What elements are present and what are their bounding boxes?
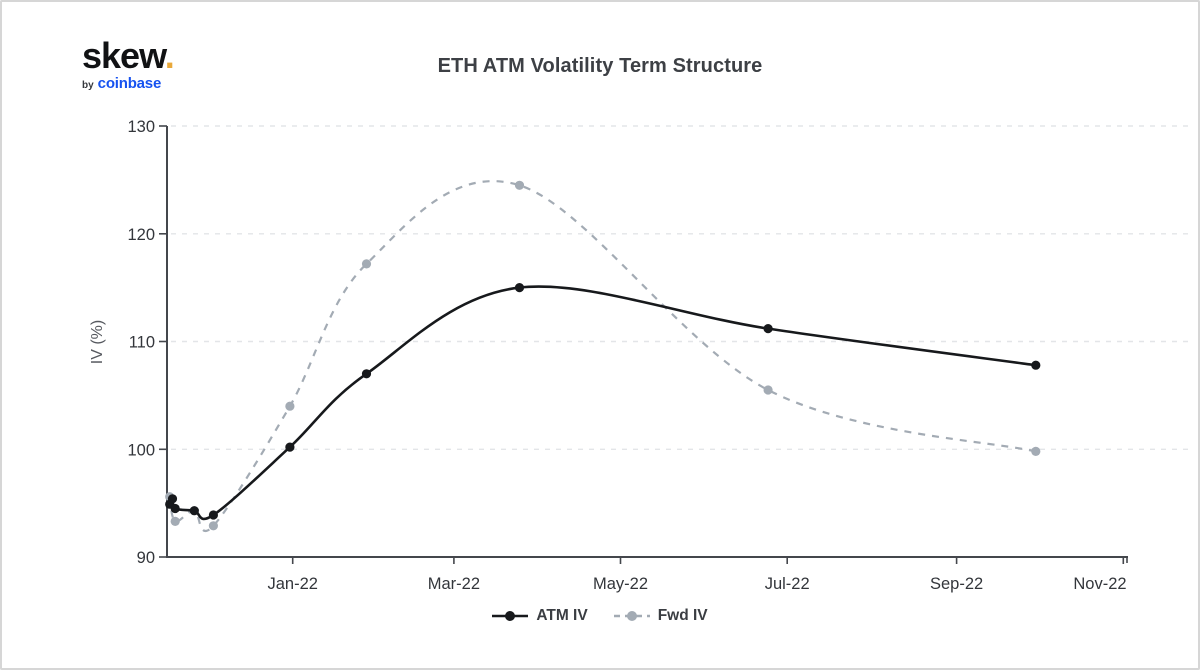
data-point xyxy=(361,259,372,269)
x-axis-ticks: Jan-22 Mar-22 May-22 Jul-22 Sep-22 Nov-22 xyxy=(267,558,1127,593)
page-title: ETH ATM Volatility Term Structure xyxy=(437,55,763,77)
data-point xyxy=(208,510,218,520)
y-tick-label: 120 xyxy=(127,226,155,244)
legend-item-atm-iv[interactable]: ATM IV xyxy=(492,607,588,625)
legend-item-fwd-iv[interactable]: Fwd IV xyxy=(613,607,708,625)
chart-legend: ATM IV Fwd IV xyxy=(2,607,1198,625)
data-point xyxy=(514,283,525,293)
x-tick-label: Nov-22 xyxy=(1073,575,1126,593)
skew-coinbase-logo[interactable]: skew. by coinbase xyxy=(82,35,175,92)
data-point xyxy=(285,442,295,452)
atm-iv-legend-marker-icon xyxy=(492,611,529,621)
data-point xyxy=(514,180,525,190)
data-point xyxy=(763,385,773,395)
x-tick-label: Mar-22 xyxy=(428,575,480,593)
y-tick-label: 90 xyxy=(137,549,155,567)
legend-label-atm-iv: ATM IV xyxy=(536,607,588,624)
y-axis-ticks: 90 100 110 120 130 xyxy=(127,118,167,567)
coinbase-byline: by coinbase xyxy=(82,76,174,91)
data-point xyxy=(208,521,218,531)
series-atm-iv xyxy=(165,283,1041,521)
data-point xyxy=(763,324,773,334)
y-tick-label: 100 xyxy=(127,441,155,459)
by-text: by xyxy=(82,80,94,91)
coinbase-wordmark: coinbase xyxy=(97,75,162,92)
skew-wordmark: skew. xyxy=(82,35,175,76)
data-point xyxy=(189,506,199,516)
skew-dot: . xyxy=(164,35,175,76)
x-tick-label: Sep-22 xyxy=(930,575,983,593)
axes xyxy=(166,126,1128,563)
data-point xyxy=(170,516,180,527)
legend-label-fwd-iv: Fwd IV xyxy=(657,607,708,624)
x-tick-label: May-22 xyxy=(593,575,648,593)
y-tick-label: 110 xyxy=(129,334,155,352)
data-point xyxy=(170,503,180,514)
x-tick-label: Jul-22 xyxy=(765,575,810,593)
data-point xyxy=(361,369,372,379)
data-point xyxy=(167,494,178,504)
skew-text: skew xyxy=(82,35,166,76)
data-point xyxy=(1031,360,1041,370)
series-line xyxy=(168,285,1036,521)
y-gridlines xyxy=(171,125,1190,450)
y-tick-label: 130 xyxy=(127,118,155,136)
data-point xyxy=(285,401,295,411)
data-point xyxy=(1031,446,1041,456)
x-tick-label: Jan-22 xyxy=(267,575,317,593)
fwd-iv-legend-marker-icon xyxy=(613,611,650,621)
